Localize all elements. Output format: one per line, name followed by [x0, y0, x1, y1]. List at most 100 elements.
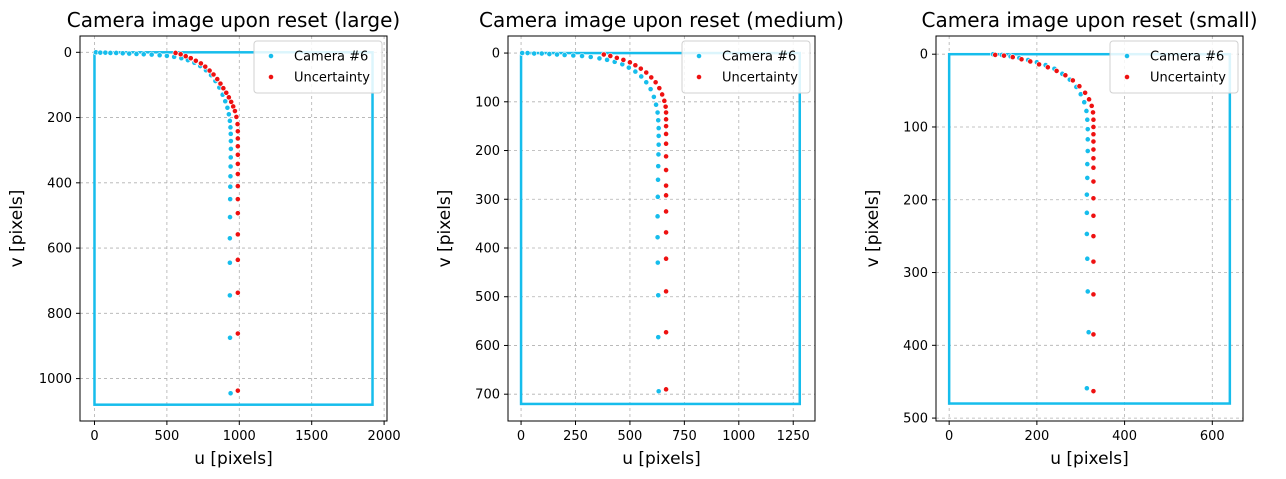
data-point: [648, 74, 655, 81]
data-point: [133, 51, 140, 57]
data-point: [579, 53, 585, 59]
data-point: [1090, 258, 1097, 265]
data-point: [227, 154, 234, 161]
data-point: [172, 50, 179, 56]
data-point: [1036, 61, 1042, 68]
data-point: [1018, 56, 1025, 63]
data-point: [1082, 89, 1089, 96]
data-point: [655, 133, 662, 139]
data-point: [97, 49, 104, 56]
data-point: [227, 334, 233, 341]
data-point: [663, 131, 669, 137]
legend-label: Camera #6: [1150, 50, 1224, 65]
y-tick-label: 300: [903, 266, 928, 281]
data-point: [1090, 195, 1097, 202]
data-point: [620, 56, 627, 63]
data-point: [227, 130, 234, 137]
axes-frame: [507, 35, 816, 422]
data-point: [226, 117, 233, 124]
x-tick-label: 0: [90, 429, 98, 444]
data-point: [1090, 138, 1097, 145]
data-point: [570, 52, 577, 59]
data-point: [234, 171, 241, 177]
data-point: [627, 59, 633, 66]
data-point: [222, 98, 229, 105]
data-point: [538, 50, 545, 57]
data-point: [654, 234, 661, 241]
series-camera-6: [93, 49, 234, 397]
data-point: [1084, 126, 1091, 133]
y-tick-label: 400: [475, 241, 500, 256]
data-point: [1084, 175, 1091, 181]
data-point: [227, 196, 234, 203]
y-tick-label: 200: [475, 144, 500, 159]
camera-frame: [519, 51, 802, 406]
y-tick-label: 400: [903, 339, 928, 354]
x-tick-label: 750: [672, 429, 697, 444]
data-point: [1081, 99, 1088, 106]
data-point: [119, 50, 126, 57]
legend-label: Camera #6: [294, 50, 368, 65]
data-point: [653, 101, 659, 108]
x-axis-label: u [pixels]: [194, 449, 273, 469]
data-point: [163, 53, 170, 59]
data-point: [519, 50, 526, 56]
data-point: [140, 51, 147, 58]
data-point: [663, 192, 669, 199]
data-point: [224, 104, 231, 111]
data-point: [1090, 124, 1097, 130]
data-point: [663, 288, 669, 295]
data-point: [663, 116, 669, 123]
legend: Camera #6 Uncertainty: [1109, 40, 1239, 94]
data-point: [1044, 64, 1051, 71]
data-point: [655, 163, 662, 170]
legend-marker: [268, 53, 274, 59]
legend-marker: [696, 53, 702, 59]
series-camera-6: [990, 51, 1092, 392]
y-tick-label: 800: [47, 307, 72, 322]
legend-box: [681, 40, 811, 94]
data-point: [1084, 255, 1091, 262]
data-point: [227, 214, 233, 220]
data-point: [223, 89, 230, 96]
data-point: [663, 208, 669, 215]
data-point: [662, 103, 669, 110]
data-point: [234, 387, 241, 394]
data-point: [232, 108, 238, 114]
data-point: [661, 97, 668, 104]
data-point: [638, 73, 645, 80]
data-point: [655, 334, 662, 341]
data-point: [663, 329, 669, 336]
data-point: [643, 69, 650, 76]
data-point: [531, 50, 538, 57]
x-tick-label: 1000: [223, 429, 256, 444]
data-point: [655, 117, 662, 124]
data-point: [187, 55, 194, 62]
data-point: [637, 65, 644, 72]
data-point: [632, 62, 639, 69]
legend-label: Uncertainty: [1150, 71, 1226, 86]
data-point: [655, 125, 662, 132]
data-point: [234, 289, 241, 296]
data-point: [1090, 131, 1097, 138]
series-uncertainty: [992, 52, 1097, 395]
data-point: [663, 255, 669, 262]
data-point: [663, 167, 669, 173]
data-point: [1090, 146, 1097, 153]
data-point: [1084, 136, 1091, 143]
data-point: [663, 386, 669, 393]
data-point: [1090, 291, 1097, 298]
legend-box: [253, 40, 383, 94]
data-point: [1083, 191, 1090, 198]
chart-title: Camera image upon reset (small): [921, 8, 1257, 32]
data-point: [656, 85, 663, 92]
x-tick-label: 0: [945, 429, 953, 444]
data-point: [156, 52, 163, 59]
camera-frame: [947, 52, 1232, 405]
x-tick-label: 2000: [368, 429, 401, 444]
data-point: [992, 52, 999, 58]
data-point: [596, 55, 603, 62]
data-point: [177, 51, 184, 58]
y-tick-label: 500: [903, 412, 928, 427]
data-point: [1090, 388, 1097, 395]
